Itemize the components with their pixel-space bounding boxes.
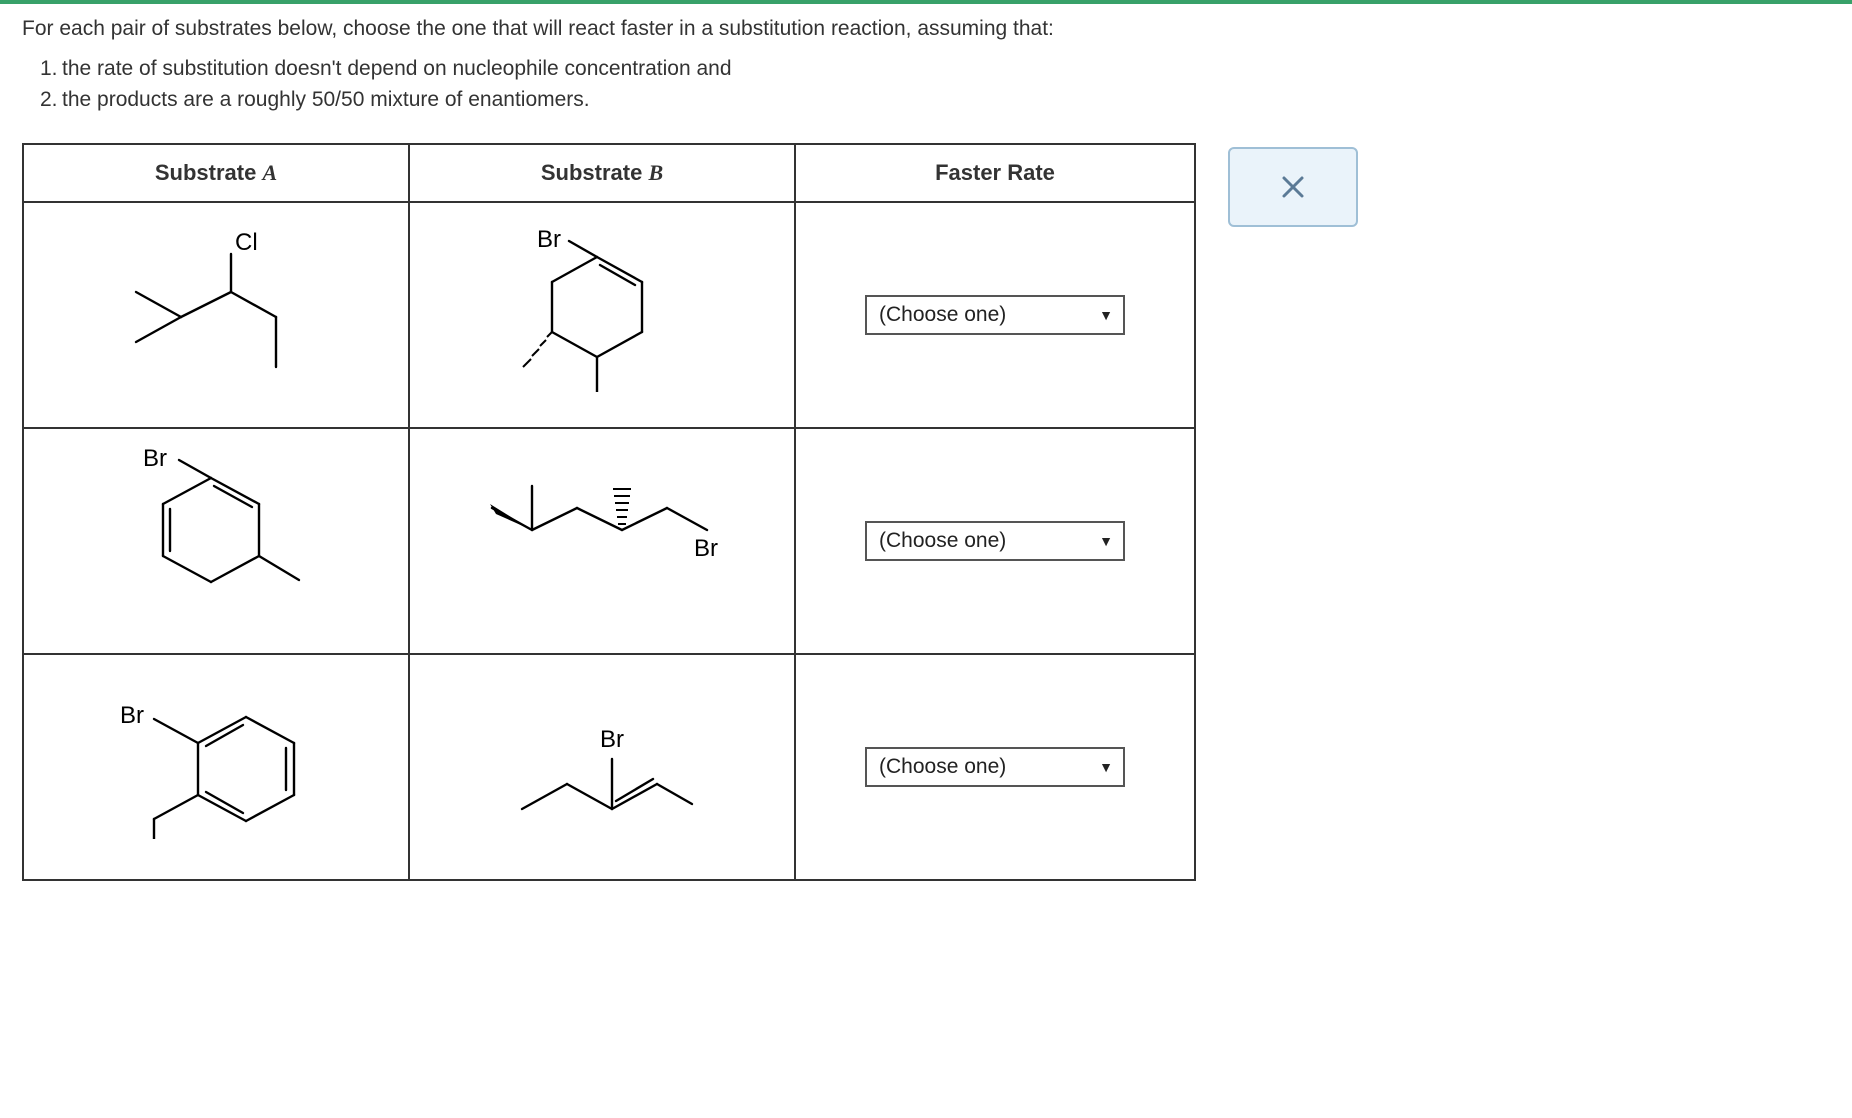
close-icon <box>1279 173 1307 201</box>
rate-dropdown[interactable]: (Choose one) ▼ <box>865 747 1125 787</box>
condition-text: the rate of substitution doesn't depend … <box>62 57 732 80</box>
molecule-1a: Cl <box>101 232 331 398</box>
rate-dropdown[interactable]: (Choose one) ▼ <box>865 295 1125 335</box>
cell-substrate-b: Br <box>409 654 795 880</box>
dismiss-panel[interactable] <box>1228 147 1358 227</box>
dropdown-label: (Choose one) <box>879 303 1006 327</box>
question-prompt: For each pair of substrates below, choos… <box>22 14 1830 44</box>
substrate-table: Substrate A Substrate B Faster Rate <box>22 143 1196 881</box>
dropdown-label: (Choose one) <box>879 755 1006 779</box>
conditions-list: 1.the rate of substitution doesn't depen… <box>40 54 1830 115</box>
col-header-rate: Faster Rate <box>795 144 1195 202</box>
cell-substrate-b: Br <box>409 428 795 654</box>
atom-label: Br <box>694 535 718 562</box>
cell-rate: (Choose one) ▼ <box>795 654 1195 880</box>
cell-substrate-a: Br <box>23 428 409 654</box>
chevron-down-icon: ▼ <box>1099 759 1113 775</box>
cell-substrate-a: Br <box>23 654 409 880</box>
dropdown-label: (Choose one) <box>879 529 1006 553</box>
table-row: Br <box>23 654 1195 880</box>
col-header-a: Substrate A <box>23 144 409 202</box>
molecule-1b: Br <box>497 227 707 403</box>
cell-rate: (Choose one) ▼ <box>795 202 1195 428</box>
rate-dropdown[interactable]: (Choose one) ▼ <box>865 521 1125 561</box>
atom-label: Br <box>143 448 167 472</box>
cell-substrate-a: Cl <box>23 202 409 428</box>
atom-label: Br <box>120 702 144 729</box>
table-row: Br <box>23 428 1195 654</box>
condition-item: 1.the rate of substitution doesn't depen… <box>40 54 1830 84</box>
chevron-down-icon: ▼ <box>1099 533 1113 549</box>
molecule-3b: Br <box>492 699 712 835</box>
molecule-2a: Br <box>101 448 331 634</box>
chevron-down-icon: ▼ <box>1099 307 1113 323</box>
condition-text: the products are a roughly 50/50 mixture… <box>62 88 590 111</box>
cell-substrate-b: Br <box>409 202 795 428</box>
table-row: Cl <box>23 202 1195 428</box>
col-header-b: Substrate B <box>409 144 795 202</box>
molecule-2b: Br <box>462 468 742 614</box>
atom-label: Br <box>537 227 561 253</box>
condition-item: 2.the products are a roughly 50/50 mixtu… <box>40 85 1830 115</box>
question-content: For each pair of substrates below, choos… <box>0 4 1852 881</box>
atom-label: Br <box>600 726 624 753</box>
atom-label: Cl <box>235 232 258 256</box>
molecule-3a: Br <box>96 689 336 845</box>
cell-rate: (Choose one) ▼ <box>795 428 1195 654</box>
